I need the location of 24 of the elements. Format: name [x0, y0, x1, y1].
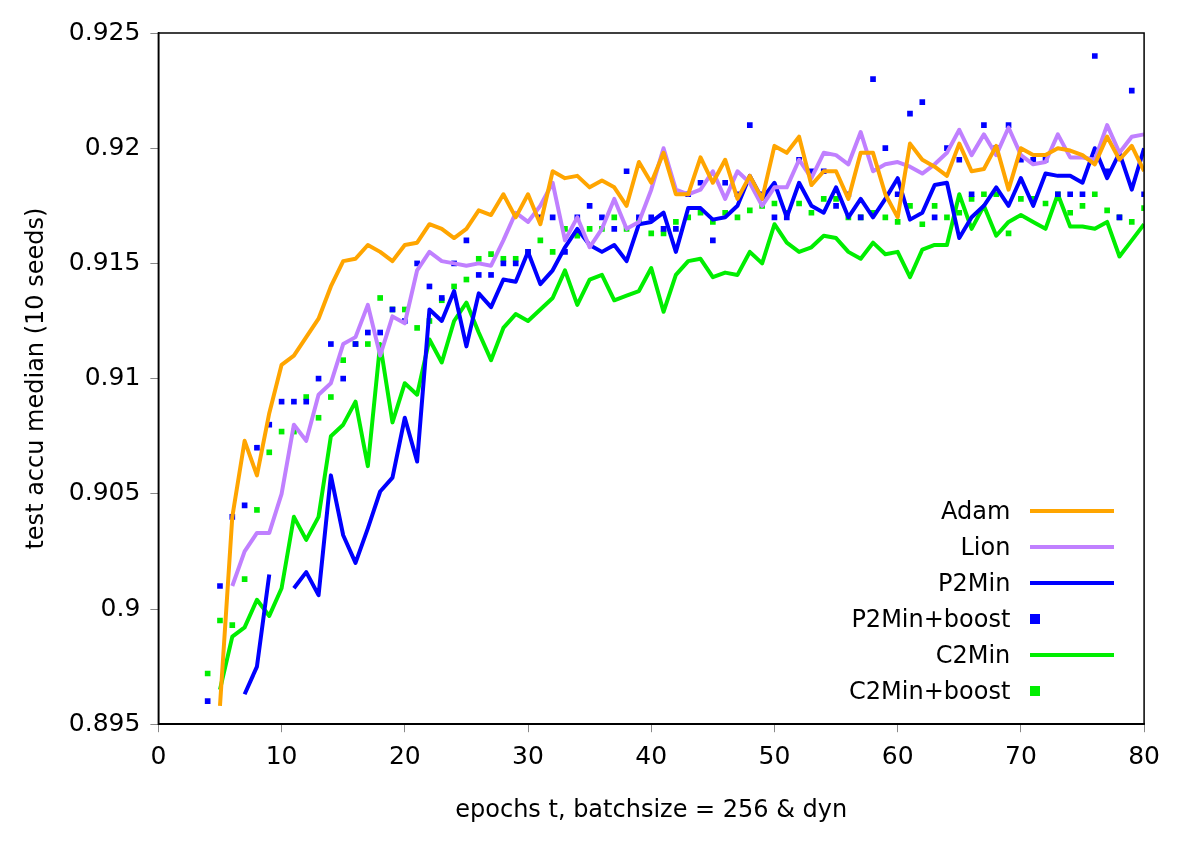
- y-tick-label: 0.905: [68, 477, 141, 507]
- x-tick-label: 40: [635, 740, 668, 770]
- y-tick-label: 0.92: [84, 131, 141, 161]
- x-tick-label: 80: [1128, 740, 1160, 770]
- y-tick-label: 0.915: [68, 246, 141, 276]
- y-tick-label: 0.895: [68, 707, 141, 737]
- legend-label: Adam: [941, 497, 1011, 526]
- y-tick-label: 0.9: [100, 592, 141, 622]
- x-tick-label: 50: [758, 740, 791, 770]
- legend-label: P2Min: [938, 569, 1011, 598]
- x-tick-label: 0: [150, 740, 167, 770]
- x-tick-label: 20: [388, 740, 421, 770]
- legend-label: C2Min: [935, 641, 1011, 670]
- x-tick-label: 30: [512, 740, 544, 770]
- x-tick-label: 60: [881, 740, 914, 770]
- legend-label: P2Min+boost: [851, 605, 1011, 634]
- legend-label: C2Min+boost: [849, 677, 1011, 706]
- y-axis-title: test accu median (10 seeds): [20, 207, 49, 550]
- y-tick-label: 0.925: [68, 16, 141, 46]
- y-tick-label: 0.91: [84, 362, 141, 392]
- legend-label: Lion: [960, 533, 1011, 562]
- x-tick-label: 70: [1004, 740, 1037, 770]
- x-axis-title: epochs t, batchsize = 256 & dyn: [455, 794, 848, 823]
- x-tick-label: 10: [265, 740, 298, 770]
